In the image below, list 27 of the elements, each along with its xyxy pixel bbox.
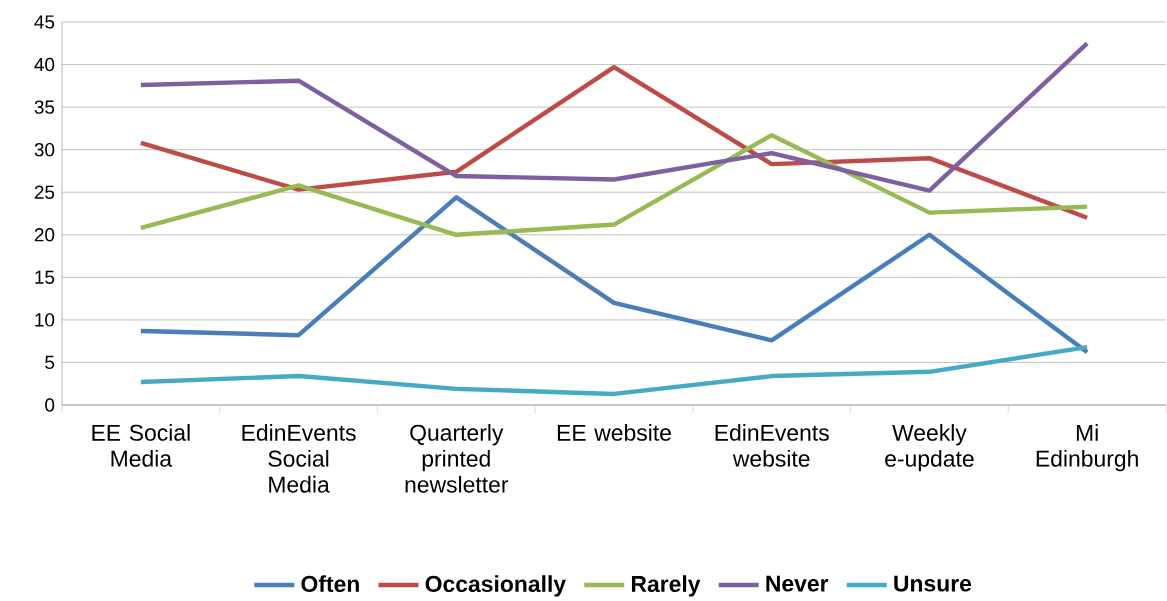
- x-tick-label: Weekly e-update: [885, 424, 974, 472]
- line-series: [138, 195, 1090, 355]
- legend-label: Often: [301, 575, 359, 593]
- line-series: [138, 41, 1090, 193]
- y-tick-label: 45: [34, 15, 55, 29]
- line-series: [138, 133, 1090, 237]
- y-tick-label: 0: [45, 398, 55, 412]
- y-tick-label: 40: [34, 57, 55, 72]
- y-tick-label: 30: [34, 142, 55, 157]
- y-tick-label: 10: [35, 313, 55, 327]
- legend-label: Never: [766, 575, 829, 592]
- x-tick-label: Mi Edinburgh: [1036, 424, 1138, 472]
- x-tick-label: EE Social Media: [92, 424, 190, 467]
- y-tick-label: 5: [45, 355, 55, 370]
- y-tick-label: 15: [35, 270, 55, 284]
- y-tick-label: 20: [34, 228, 55, 242]
- y-tick-label: 35: [34, 100, 55, 114]
- x-tick-label: EdinEvents website: [715, 424, 829, 467]
- y-tick-label: 25: [34, 185, 55, 199]
- x-tick-label: Quarterly printed newsletter: [405, 424, 509, 493]
- x-tick-label: EdinEvents Social Media: [242, 424, 356, 493]
- line-series: [138, 64, 1090, 220]
- legend-label: Rarely: [631, 575, 701, 597]
- legend-label: Occasionally: [425, 575, 566, 597]
- x-tick-label: EE website: [557, 424, 671, 441]
- legend-label: Unsure: [894, 575, 972, 592]
- line-series: [138, 344, 1090, 397]
